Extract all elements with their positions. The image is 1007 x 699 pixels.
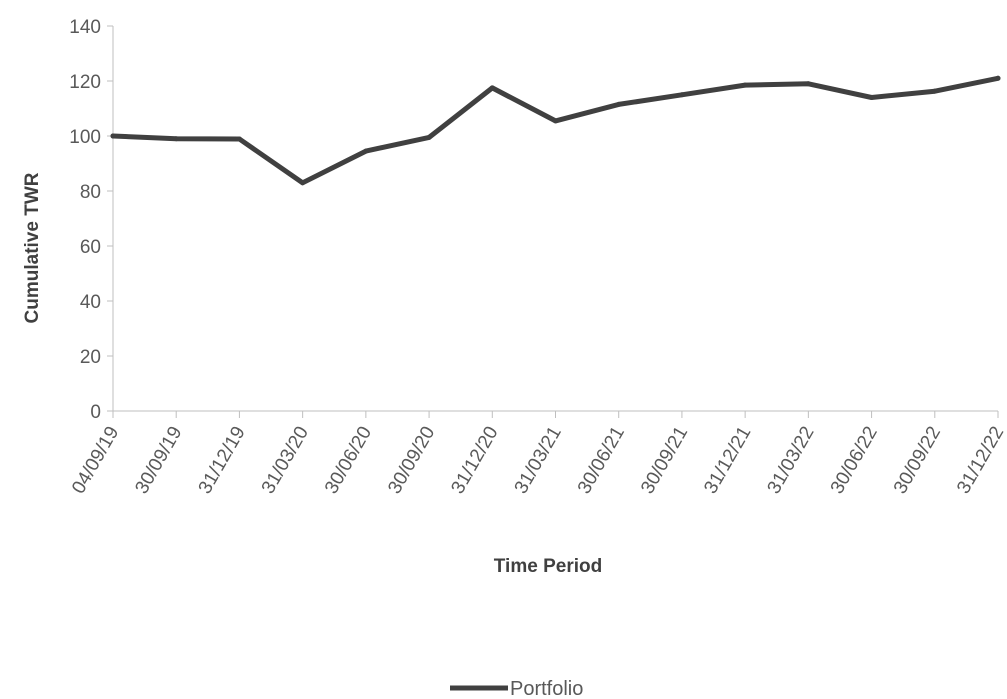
x-tick-label: 30/06/22	[827, 423, 882, 498]
x-tick-label: 31/03/20	[258, 423, 313, 498]
x-tick-label: 31/12/21	[700, 423, 755, 498]
data-point	[679, 92, 685, 98]
x-tick-label: 30/06/20	[321, 423, 376, 498]
legend-label-portfolio: Portfolio	[510, 678, 583, 699]
legend: Portfolio	[450, 678, 583, 699]
x-tick-label: 31/03/21	[511, 423, 566, 498]
series-line-portfolio	[110, 75, 1001, 186]
y-axis: 0 20 40 60 80 100 120 140	[69, 17, 114, 423]
x-axis: 04/09/19 30/09/19 31/12/19 31/03/20 30/06/20…	[68, 410, 1007, 498]
x-tick-label: 30/09/19	[131, 423, 186, 498]
data-point	[426, 134, 432, 140]
y-tick-label: 0	[90, 402, 101, 423]
x-tick-label: 30/06/21	[574, 423, 629, 498]
series-layer	[110, 75, 1001, 186]
x-tick-label: 31/12/19	[195, 423, 250, 498]
data-point	[236, 136, 242, 142]
data-point	[553, 118, 558, 124]
x-tick-label: 30/09/22	[890, 423, 945, 498]
x-tick-label: 30/09/20	[384, 423, 439, 498]
data-point	[932, 88, 938, 94]
x-tick-label: 30/09/21	[637, 423, 692, 498]
data-point	[110, 133, 116, 139]
y-tick-label: 20	[80, 347, 101, 368]
data-point	[489, 85, 495, 91]
x-tick-label: 04/09/19	[68, 423, 123, 498]
y-axis-title: Cumulative TWR	[22, 172, 43, 323]
data-point	[363, 148, 369, 154]
y-tick-label: 140	[69, 17, 101, 38]
y-tick-label: 60	[80, 237, 101, 258]
data-point	[742, 82, 748, 88]
y-tick-label: 120	[69, 72, 101, 93]
data-point	[300, 180, 306, 186]
x-axis-title: Time Period	[494, 556, 602, 577]
data-point	[616, 101, 622, 107]
x-tick-label: 31/03/22	[764, 423, 819, 498]
data-point	[805, 81, 811, 87]
x-tick-label: 31/12/22	[953, 423, 1007, 498]
y-tick-label: 100	[69, 127, 101, 148]
x-tick-label: 31/12/20	[447, 423, 502, 498]
data-point	[173, 136, 179, 142]
y-tick-label: 80	[80, 182, 101, 203]
data-point	[995, 75, 1001, 81]
data-point	[869, 95, 875, 100]
y-tick-label: 40	[80, 292, 101, 313]
